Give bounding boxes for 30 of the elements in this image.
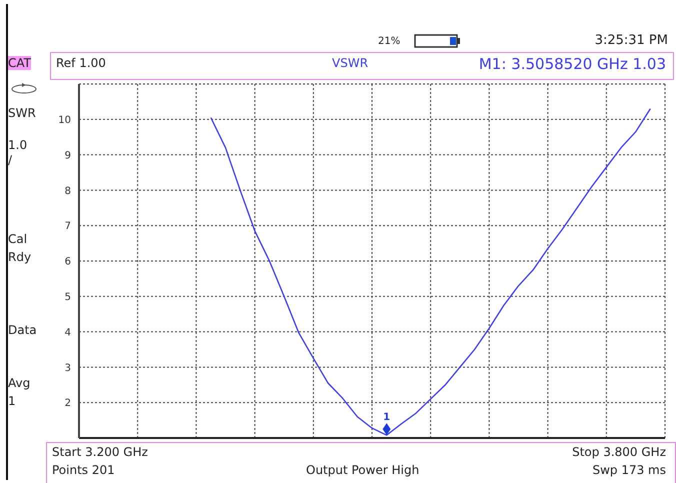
text: Cal <box>8 232 28 246</box>
annotation: 1 <box>383 412 390 424</box>
y-tick-label: 7 <box>64 221 71 232</box>
text: Rdy <box>8 250 32 264</box>
y-tick-label: 8 <box>64 186 71 197</box>
text: M1: 3.5058520 GHz 1.03 <box>478 55 666 73</box>
text: Start 3.200 GHz <box>52 445 148 459</box>
text: / <box>8 153 12 167</box>
text: 1.0 <box>8 138 28 152</box>
text: Points 201 <box>52 463 115 477</box>
y-tick-label: 10 <box>58 114 71 126</box>
y-tick-label: 3 <box>64 362 71 374</box>
text: Ref 1.00 <box>56 56 106 70</box>
text: 1 <box>8 394 16 408</box>
text: Swp 173 ms <box>592 463 666 477</box>
text: 3:25:31 PM <box>594 33 668 48</box>
text: Stop 3.800 GHz <box>572 445 666 459</box>
text: 21% <box>378 36 400 47</box>
y-tick-label: 2 <box>64 398 71 410</box>
y-tick-label: 5 <box>64 292 71 303</box>
text: Avg <box>8 376 30 390</box>
y-tick-label: 6 <box>64 256 71 268</box>
text: CAT <box>8 56 31 70</box>
y-tick-label: 4 <box>64 327 71 338</box>
y-tick-label: 9 <box>64 150 71 162</box>
text: Output Power High <box>306 463 420 477</box>
text: SWR <box>8 106 36 120</box>
line-series <box>210 108 651 436</box>
chart-title: VSWR <box>332 56 368 70</box>
text: Data <box>8 323 37 337</box>
